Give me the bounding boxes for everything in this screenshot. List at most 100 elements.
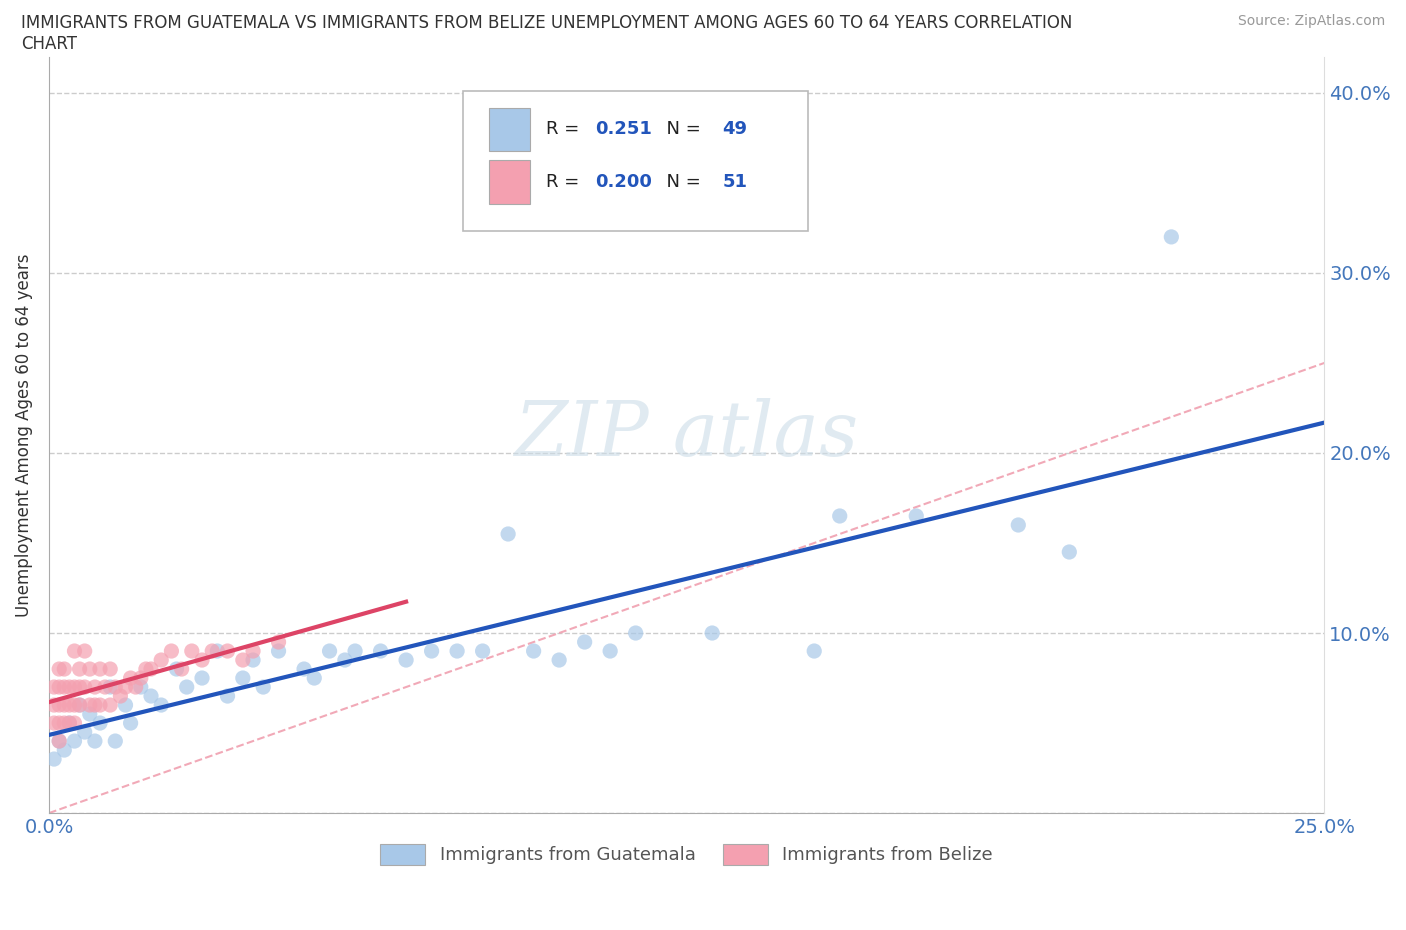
Point — [1059, 545, 1081, 560]
Point — [53, 661, 76, 676]
Point — [63, 644, 86, 658]
Point — [114, 680, 136, 695]
Point — [53, 680, 76, 695]
Text: 49: 49 — [723, 121, 748, 139]
Point — [574, 634, 596, 649]
Point — [150, 698, 173, 712]
Point — [370, 644, 392, 658]
Text: ZIP atlas: ZIP atlas — [515, 398, 859, 472]
Point — [252, 680, 274, 695]
Point — [48, 698, 70, 712]
Text: R =: R = — [547, 173, 585, 192]
Point — [94, 680, 117, 695]
Point — [166, 661, 188, 676]
Point — [98, 680, 121, 695]
Point — [333, 653, 356, 668]
Point — [79, 707, 101, 722]
Point — [702, 626, 724, 641]
Point — [48, 734, 70, 749]
Text: 0.200: 0.200 — [595, 173, 652, 192]
Point — [42, 751, 65, 766]
Point — [98, 698, 121, 712]
Point — [135, 661, 157, 676]
Point — [53, 715, 76, 730]
Point — [191, 653, 214, 668]
Legend: Immigrants from Guatemala, Immigrants from Belize: Immigrants from Guatemala, Immigrants fr… — [373, 837, 1000, 872]
Point — [217, 644, 239, 658]
Point — [180, 644, 202, 658]
Text: N =: N = — [655, 121, 706, 139]
Point — [63, 715, 86, 730]
Y-axis label: Unemployment Among Ages 60 to 64 years: Unemployment Among Ages 60 to 64 years — [15, 253, 32, 617]
Text: R =: R = — [547, 121, 585, 139]
Text: 51: 51 — [723, 173, 748, 192]
FancyBboxPatch shape — [464, 91, 808, 231]
Point — [344, 644, 367, 658]
Point — [125, 680, 148, 695]
Point — [139, 661, 162, 676]
Point — [232, 653, 254, 668]
Point — [114, 698, 136, 712]
Point — [496, 526, 519, 541]
Text: CHART: CHART — [21, 35, 77, 53]
Point — [83, 698, 105, 712]
Point — [69, 698, 91, 712]
Point — [120, 715, 142, 730]
Point — [79, 698, 101, 712]
Text: N =: N = — [655, 173, 706, 192]
Point — [58, 715, 80, 730]
Point — [201, 644, 224, 658]
Point — [98, 661, 121, 676]
Point — [420, 644, 443, 658]
Point — [48, 734, 70, 749]
Point — [170, 661, 193, 676]
Point — [63, 680, 86, 695]
FancyBboxPatch shape — [489, 161, 530, 205]
Point — [42, 715, 65, 730]
Point — [267, 644, 290, 658]
Point — [828, 509, 851, 524]
Point — [89, 661, 111, 676]
Point — [129, 680, 152, 695]
Point — [83, 734, 105, 749]
Point — [63, 734, 86, 749]
Point — [58, 715, 80, 730]
Point — [139, 688, 162, 703]
Point — [79, 661, 101, 676]
Point — [58, 698, 80, 712]
Point — [69, 661, 91, 676]
Point — [191, 671, 214, 685]
Point — [42, 698, 65, 712]
Point — [160, 644, 183, 658]
Point — [129, 671, 152, 685]
Point — [83, 680, 105, 695]
Point — [1007, 518, 1029, 533]
Point — [42, 680, 65, 695]
Point — [89, 698, 111, 712]
Point — [217, 688, 239, 703]
Point — [58, 680, 80, 695]
Point — [48, 715, 70, 730]
Point — [73, 644, 96, 658]
Point — [48, 680, 70, 695]
Point — [48, 661, 70, 676]
Point — [110, 688, 132, 703]
Point — [73, 680, 96, 695]
Point — [803, 644, 825, 658]
Point — [599, 644, 621, 658]
Point — [207, 644, 229, 658]
Point — [63, 698, 86, 712]
Point — [905, 509, 928, 524]
Point — [242, 644, 264, 658]
Point — [548, 653, 571, 668]
Point — [104, 734, 127, 749]
Point — [120, 671, 142, 685]
Point — [318, 644, 340, 658]
Point — [304, 671, 326, 685]
Point — [242, 653, 264, 668]
Point — [89, 715, 111, 730]
Point — [232, 671, 254, 685]
Point — [69, 680, 91, 695]
Point — [1160, 230, 1182, 245]
Point — [395, 653, 418, 668]
